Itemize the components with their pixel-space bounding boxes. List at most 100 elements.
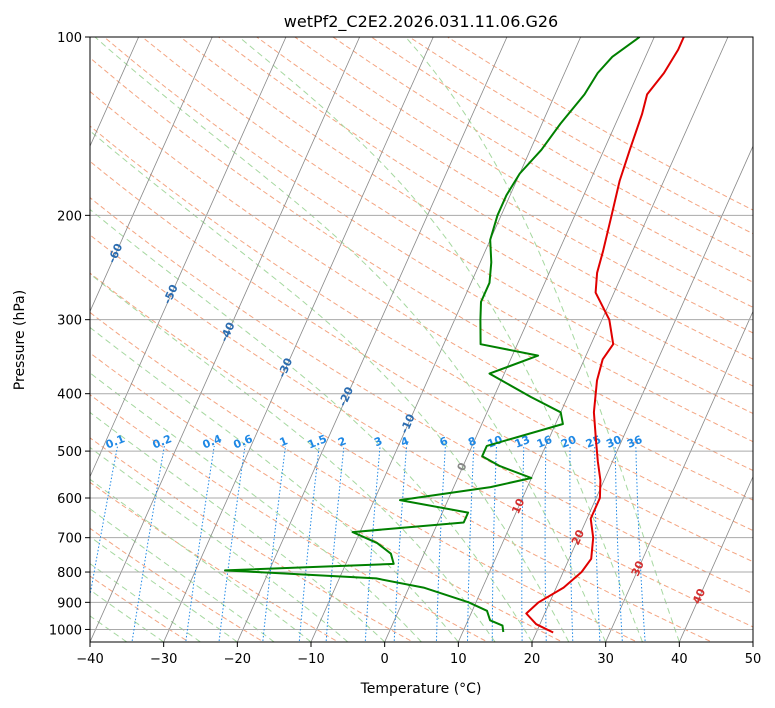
dry-adiabat-line (180, 37, 753, 387)
isotherm-line (163, 37, 434, 642)
moist-adiabat-line (94, 37, 607, 642)
dry-adiabat-line (294, 37, 753, 308)
isotherm-line (752, 641, 753, 642)
y-axis: 100 200 300 400 500 600 700 800 900 1000 (49, 31, 90, 638)
dry-adiabat-line (90, 197, 753, 595)
mixing-ratio-label: 0.1 (104, 432, 127, 451)
isotherm-line (531, 145, 753, 642)
y-tick-label: 300 (57, 314, 82, 329)
x-axis: −40 −30 −20 −10 0 10 20 30 40 50 (76, 642, 761, 667)
dry-adiabat-line (90, 575, 190, 642)
dry-adiabat-line (90, 57, 753, 472)
y-tick-label: 900 (57, 596, 82, 611)
y-axis-label: Pressure (hPa) (12, 290, 28, 390)
dry-adiabat-line (141, 37, 753, 415)
mixing-ratio-label: 36 (625, 433, 644, 451)
isotherm-line (384, 37, 655, 642)
mixing-ratio-line (635, 445, 646, 642)
mixing-ratio-label: 0.2 (151, 432, 174, 451)
adiabat-label: 0 (455, 460, 470, 473)
adiabat-label: -30 (275, 356, 295, 380)
mixing-ratio-line (435, 445, 446, 642)
dry-adiabat-line (103, 37, 753, 443)
mixing-ratio-label: 16 (535, 433, 554, 451)
mixing-ratio-line (218, 445, 246, 642)
mixing-ratio-label: 6 (438, 434, 450, 449)
y-tick-label: 700 (57, 532, 82, 547)
plot-frame (89, 36, 754, 643)
dewpoint-profile-line (224, 37, 641, 633)
isotherm-line (678, 475, 753, 642)
moist-adiabat-line (90, 208, 533, 642)
y-tick-label: 100 (57, 31, 82, 46)
mixing-ratio-label: 8 (466, 434, 478, 449)
moist-adiabat-line (405, 37, 680, 642)
chart-title: wetPf2_C2E2.2026.031.11.06.G26 (284, 12, 558, 32)
moist-adiabat-line (90, 536, 238, 642)
x-tick-label: 0 (381, 652, 389, 667)
moist-adiabat-line (238, 37, 643, 642)
dry-adiabat-line (90, 90, 753, 501)
mixing-ratio-label: 3 (372, 434, 384, 449)
mixing-ratio-label: 20 (559, 433, 578, 451)
dry-adiabat-line (90, 394, 489, 642)
mixing-ratio-line (262, 445, 287, 642)
adiabat-label: -10 (398, 412, 418, 436)
moist-adiabat-line (90, 130, 570, 642)
adiabat-label: -80 (8, 129, 28, 153)
mixing-ratio-line (90, 445, 119, 599)
x-tick-label: 50 (745, 652, 762, 667)
mixing-ratio-label: 1.5 (306, 432, 329, 451)
isotherm-line (90, 37, 287, 478)
moist-adiabat-line (90, 372, 422, 642)
x-axis-label: Temperature (°C) (360, 681, 482, 697)
isotherm-line (457, 37, 729, 642)
dry-adiabat-line (90, 160, 753, 563)
dry-adiabat-line (90, 125, 753, 532)
adiabat-label: -20 (336, 385, 356, 409)
x-tick-label: −10 (297, 652, 324, 667)
mixing-ratio-line (594, 445, 601, 642)
x-tick-label: 20 (524, 652, 541, 667)
mixing-ratio-line (491, 445, 497, 642)
mixing-ratio-line (393, 445, 408, 642)
adiabat-label: 40 (690, 586, 708, 606)
adiabat-label: 10 (509, 496, 527, 516)
mixing-ratio-line (467, 445, 475, 642)
dry-adiabat-line (90, 352, 564, 642)
moist-adiabat-line (90, 478, 312, 642)
mixing-ratio-line (185, 445, 215, 642)
isobars (90, 37, 753, 630)
dry-adiabat-line (256, 37, 753, 334)
x-tick-label: −40 (76, 652, 103, 667)
mixing-ratio-label: 30 (604, 433, 623, 451)
mixing-ratio-label: 10 (485, 433, 504, 451)
x-tick-label: −20 (224, 652, 251, 667)
mixing-ratio-label: 2 (336, 434, 348, 449)
y-tick-label: 400 (57, 388, 82, 403)
adiabat-label: 20 (569, 528, 587, 548)
x-tick-label: 10 (450, 652, 467, 667)
moist-adiabat-line (90, 508, 275, 642)
adiabat-label: 30 (629, 559, 647, 579)
temperature-profile-line (525, 37, 685, 634)
dry-adiabats (90, 37, 753, 642)
x-tick-label: −30 (150, 652, 177, 667)
mixing-ratio-line (614, 445, 623, 642)
moist-adiabat-line (90, 411, 386, 642)
mixing-ratio-lines (90, 445, 646, 642)
x-tick-label: 40 (671, 652, 688, 667)
adiabat-label: -60 (105, 241, 125, 265)
isotherm-line (90, 37, 360, 642)
isotherm-line (605, 310, 753, 642)
y-tick-label: 200 (57, 209, 82, 224)
y-tick-label: 800 (57, 566, 82, 581)
moist-adiabat-line (90, 589, 164, 642)
dry-adiabat-line (447, 37, 753, 211)
mixing-ratio-label: 1 (278, 434, 290, 449)
mixing-ratio-line (298, 445, 320, 642)
moist-adiabat-line (90, 273, 496, 642)
y-tick-label: 600 (57, 492, 82, 507)
dry-adiabat-line (90, 311, 639, 642)
